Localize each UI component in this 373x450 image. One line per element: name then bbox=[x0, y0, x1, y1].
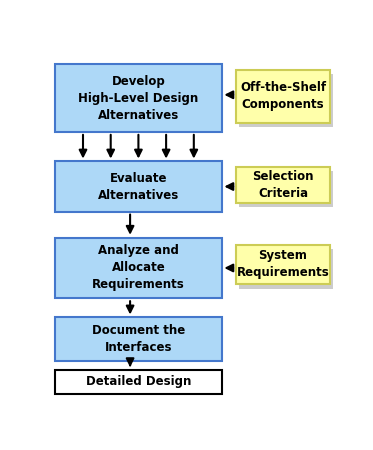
Text: Analyze and
Allocate
Requirements: Analyze and Allocate Requirements bbox=[92, 244, 185, 292]
FancyBboxPatch shape bbox=[236, 166, 330, 203]
Text: Off-the-Shelf
Components: Off-the-Shelf Components bbox=[240, 81, 326, 112]
Text: Document the
Interfaces: Document the Interfaces bbox=[92, 324, 185, 354]
Text: Selection
Criteria: Selection Criteria bbox=[252, 170, 314, 200]
FancyBboxPatch shape bbox=[55, 162, 222, 211]
FancyBboxPatch shape bbox=[55, 238, 222, 298]
Text: Evaluate
Alternatives: Evaluate Alternatives bbox=[98, 171, 179, 202]
FancyBboxPatch shape bbox=[236, 70, 330, 123]
Text: Develop
High-Level Design
Alternatives: Develop High-Level Design Alternatives bbox=[78, 75, 198, 122]
FancyBboxPatch shape bbox=[55, 64, 222, 132]
FancyBboxPatch shape bbox=[236, 245, 330, 284]
FancyBboxPatch shape bbox=[55, 370, 222, 394]
Text: System
Requirements: System Requirements bbox=[236, 249, 329, 279]
FancyBboxPatch shape bbox=[239, 74, 333, 127]
FancyBboxPatch shape bbox=[239, 171, 333, 207]
Text: Detailed Design: Detailed Design bbox=[86, 375, 191, 388]
FancyBboxPatch shape bbox=[239, 249, 333, 288]
FancyBboxPatch shape bbox=[55, 317, 222, 360]
